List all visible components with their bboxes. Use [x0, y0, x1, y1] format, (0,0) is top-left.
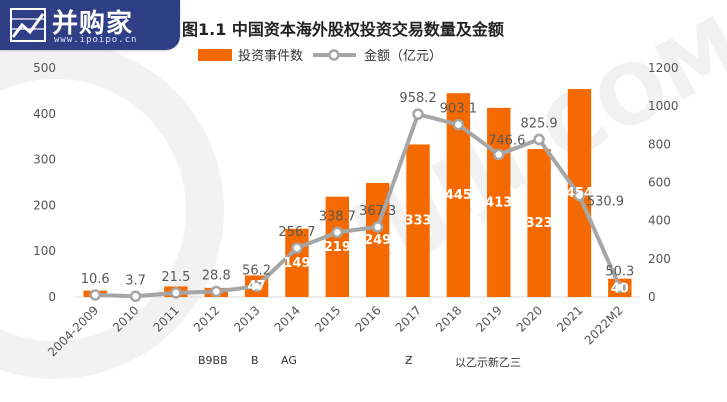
line-value-label: 746.6 — [488, 134, 525, 149]
legend-bar-swatch — [198, 49, 232, 61]
x-tick-label: 2019 — [473, 303, 504, 334]
line-value-label: 10.6 — [81, 272, 110, 287]
y-right-tick-label: 1000 — [648, 99, 679, 113]
x-tick-label: 2011 — [151, 303, 182, 334]
bar — [487, 107, 511, 297]
line-value-label: 21.5 — [161, 270, 190, 285]
line-point — [573, 189, 586, 202]
line-value-label: 367.3 — [359, 204, 396, 219]
line-point — [291, 242, 303, 254]
line-series — [89, 108, 626, 303]
line-point — [452, 118, 465, 131]
bar-value-label: 413 — [485, 195, 512, 210]
legend-line-label: 金额（亿元） — [364, 48, 442, 64]
line-point — [129, 290, 142, 303]
y-right-tick-label: 400 — [648, 214, 671, 228]
x-tick-label: 2018 — [433, 303, 464, 334]
line-point — [412, 108, 424, 120]
line-value-label: 338.7 — [319, 209, 356, 224]
chart-title: 图1.1 中国资本海外股权投资交易数量及金额 — [182, 20, 504, 39]
bar-value-label: 249 — [364, 233, 391, 248]
x-tick-label: 2022M2 — [582, 303, 626, 347]
x-tick-label: 2020 — [514, 303, 545, 334]
line-value-label: 56.2 — [242, 263, 271, 278]
bar-value-label: 323 — [526, 216, 553, 231]
footer-fragment: 以乙示新乙三 — [455, 356, 521, 369]
y-left-tick-label: 0 — [48, 290, 56, 304]
line-value-label: 903.1 — [440, 102, 477, 117]
y-right-tick-label: 1200 — [648, 61, 679, 75]
bar-value-label: 219 — [324, 240, 351, 255]
line-value-label: 50.3 — [605, 264, 634, 279]
bar — [406, 144, 430, 297]
footer-fragment: B — [251, 354, 259, 367]
line-point — [89, 289, 101, 301]
legend-line-marker — [328, 49, 340, 61]
bar-value-label: 47 — [248, 279, 266, 294]
y-right-tick-label: 200 — [648, 252, 671, 266]
bar — [446, 93, 471, 297]
line-point — [614, 281, 626, 294]
x-tick-label: 2012 — [191, 303, 222, 334]
line-point — [371, 221, 384, 233]
bar — [527, 149, 551, 297]
footer-fragment: AG — [281, 354, 297, 367]
y-left-tick-label: 500 — [33, 61, 56, 75]
x-tick-label: 2004-2009 — [45, 303, 101, 359]
line-path — [95, 112, 622, 299]
line-value-label: 958.2 — [399, 91, 436, 106]
bar — [325, 196, 350, 297]
y-left-tick-label: 200 — [33, 198, 56, 212]
bar-value-label: 333 — [404, 214, 431, 229]
x-tick-label: 2013 — [231, 303, 262, 334]
bar-value-label: 149 — [283, 256, 310, 271]
data-labels: 47 149 219 249 333 445 413 323 454 40 10.6 3.7 21.5 2… — [81, 91, 635, 297]
bar-value-label: 40 — [611, 282, 629, 297]
x-tick-label: 2017 — [393, 303, 424, 334]
line-value-label: 28.8 — [202, 269, 231, 284]
y-right-tick-label: 800 — [648, 137, 671, 151]
line-point — [493, 148, 505, 161]
line-point — [210, 285, 222, 298]
line-point — [331, 226, 344, 239]
y-left-tick-label: 400 — [33, 107, 56, 121]
y-right-tick-label: 0 — [648, 290, 656, 304]
y-left-tick-label: 300 — [33, 153, 56, 167]
bar-value-label: 445 — [445, 188, 472, 203]
brand-logo: 并购家 www.ipoipo.cn — [0, 0, 180, 50]
legend: 投资事件数 金额（亿元） — [198, 48, 442, 64]
bar-value-label: 454 — [566, 186, 593, 201]
line-value-label: 530.9 — [587, 195, 624, 210]
legend-bar-label: 投资事件数 — [238, 48, 303, 64]
footer-fragment: B9BB — [198, 354, 228, 367]
y-right-tick-label: 600 — [648, 176, 671, 190]
line-value-label: 825.9 — [520, 116, 557, 131]
x-tick-label: 2010 — [110, 303, 141, 334]
y-left-tick-label: 100 — [33, 244, 56, 258]
x-tick-label: 2016 — [352, 303, 383, 334]
footer-text: B9BB B AG Ƶ 以乙示新乙三 — [0, 354, 727, 370]
x-tick-label: 2015 — [312, 303, 343, 334]
logo-name: 并购家 — [52, 9, 134, 39]
line-point — [533, 133, 545, 146]
footer-fragment: Ƶ — [405, 354, 413, 367]
line-value-label: 3.7 — [125, 273, 146, 288]
line-point — [250, 280, 263, 293]
x-tick-label: 2021 — [554, 303, 585, 334]
logo-url: www.ipoipo.cn — [54, 35, 138, 45]
x-tick-label: 2014 — [272, 303, 303, 334]
line-point — [170, 287, 182, 299]
chart-logo-icon — [10, 8, 46, 42]
line-value-label: 256.7 — [278, 225, 315, 240]
